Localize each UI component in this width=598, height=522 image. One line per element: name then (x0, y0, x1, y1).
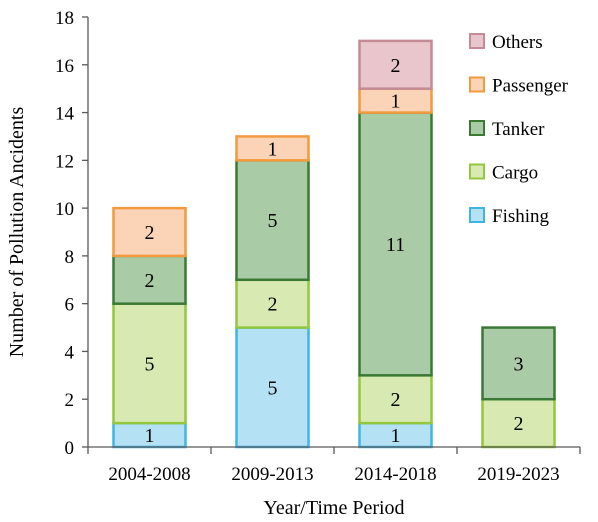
legend-swatch-others (469, 33, 485, 49)
y-tick-label-4: 4 (65, 342, 75, 363)
bar-segment-cargo-1 (112, 302, 187, 425)
bar-segment-passenger-1 (112, 206, 187, 258)
x-axis-title: Year/Time Period (263, 497, 404, 519)
legend-label-passenger: Passenger (492, 76, 569, 97)
y-tick-label-10: 10 (55, 199, 74, 220)
legend-swatch-tanker (469, 120, 485, 136)
bar-segment-tanker-2 (235, 159, 310, 282)
y-tick-label-18: 18 (55, 8, 74, 29)
y-tick-label-12: 12 (55, 151, 74, 172)
data-label-cargo-2: 2 (268, 294, 278, 316)
bar-segment-passenger-2 (235, 135, 310, 162)
legend: Others Passenger Tanker Cargo Fishing (469, 32, 569, 227)
data-label-tanker-1: 2 (145, 270, 155, 292)
legend-label-cargo: Cargo (492, 163, 538, 184)
bar-segment-cargo-4 (481, 397, 556, 449)
legend-label-others: Others (492, 32, 543, 53)
y-axis-title: Number of Pollution Ancidents (6, 107, 28, 358)
legend-label-fishing: Fishing (492, 206, 550, 227)
y-tick-label-14: 14 (55, 104, 75, 125)
data-label-cargo-4: 2 (514, 413, 524, 435)
bar-segment-tanker-4 (481, 326, 556, 401)
y-tick-label-2: 2 (65, 390, 75, 411)
x-tick-label-3: 2014-2018 (354, 464, 436, 485)
x-tick-label-4: 2019-2023 (477, 464, 559, 485)
legend-swatch-cargo (469, 163, 485, 180)
y-tick-label-16: 16 (55, 56, 74, 77)
y-tick-label-6: 6 (65, 295, 75, 316)
y-tick-label-8: 8 (65, 247, 75, 268)
bar-segment-others-3 (358, 39, 433, 90)
y-tick-label-0: 0 (65, 438, 75, 459)
data-label-cargo-3: 2 (391, 389, 401, 411)
legend-swatch-fishing (469, 207, 485, 223)
bars-layer (112, 39, 556, 449)
data-label-fishing-2: 5 (268, 377, 278, 399)
data-label-tanker-4: 3 (514, 353, 524, 375)
data-label-passenger-2: 1 (268, 138, 278, 160)
x-tick-label-1: 2004-2008 (108, 464, 190, 485)
legend-label-tanker: Tanker (492, 119, 545, 140)
bar-segment-tanker-3 (358, 111, 433, 377)
legend-swatch-passenger (469, 76, 485, 93)
data-label-fishing-3: 1 (391, 425, 401, 447)
data-label-tanker-3: 11 (386, 234, 405, 256)
data-label-others-3: 2 (391, 55, 401, 77)
data-label-fishing-1: 1 (145, 425, 155, 447)
x-tick-label-2: 2009-2013 (231, 464, 313, 485)
data-label-passenger-3: 1 (391, 91, 401, 113)
data-label-passenger-1: 2 (145, 222, 155, 244)
data-label-tanker-2: 5 (268, 210, 278, 232)
data-label-cargo-1: 5 (145, 353, 155, 375)
